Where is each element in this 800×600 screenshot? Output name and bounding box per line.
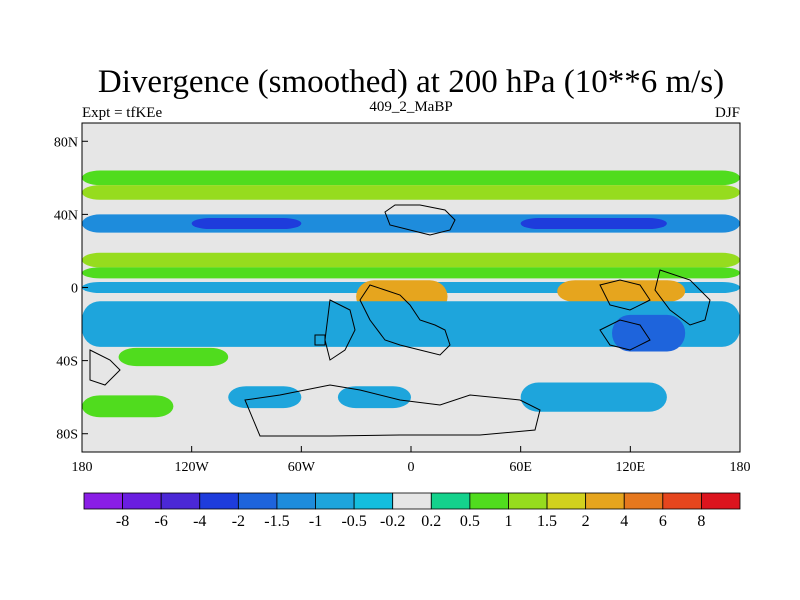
- colorbar-label: -4: [193, 513, 206, 530]
- field-region-17: [82, 395, 174, 418]
- colorbar-label: -1.5: [264, 513, 289, 530]
- colorbar-swatch: [430, 492, 471, 510]
- colorbar-swatch: [315, 492, 355, 510]
- colorbar-swatch: [276, 492, 316, 510]
- field-region-12: [612, 314, 686, 352]
- colorbar-swatch: [469, 492, 509, 510]
- colorbar-swatch: [662, 492, 702, 510]
- y-tick-label: 80N: [54, 135, 78, 150]
- field-region-4: [520, 218, 667, 230]
- x-tick-label: 60W: [288, 460, 316, 475]
- colorbar-label: -2: [232, 513, 245, 530]
- colorbar-swatch: [546, 492, 587, 510]
- colorbar-label: 4: [620, 513, 628, 530]
- plot-area: [82, 123, 740, 452]
- colorbar-label: -8: [116, 513, 129, 530]
- colorbar-swatch: [392, 492, 432, 510]
- chart-title: Divergence (smoothed) at 200 hPa (10**6 …: [98, 64, 724, 100]
- colorbar-label: 1: [504, 513, 512, 530]
- y-axis: 80N 40N 0 40S 80S: [54, 135, 88, 443]
- field-region-9: [557, 280, 686, 303]
- colorbar-label: 2: [582, 513, 590, 530]
- y-tick-label: 40N: [54, 208, 78, 223]
- colorbar-swatch: [353, 492, 394, 510]
- y-tick-label: 80S: [56, 428, 78, 443]
- field-region-15: [337, 386, 411, 409]
- field-region-6: [82, 267, 740, 279]
- colorbar-swatch: [701, 492, 741, 510]
- colorbar-swatch: [508, 492, 548, 510]
- coastline-outline: [89, 204, 711, 437]
- colorbar-swatch: [199, 492, 239, 510]
- colorbar-swatch: [122, 492, 162, 510]
- colorbar-label: -1: [309, 513, 322, 530]
- colorbar-swatch: [623, 492, 664, 510]
- colorbar-label: -6: [155, 513, 168, 530]
- field-region-5: [82, 252, 740, 268]
- field-region-11: [82, 301, 740, 347]
- colorbar-label: 8: [697, 513, 705, 530]
- field-region-16: [520, 382, 667, 412]
- field-region-0: [82, 170, 740, 186]
- x-tick-label: 180: [730, 460, 751, 475]
- field-region-13: [118, 347, 229, 367]
- colorbar-swatch: [83, 492, 123, 510]
- x-axis: 180 120W 60W 0 60E 120E 180: [72, 446, 751, 475]
- divergence-field: [82, 170, 740, 418]
- colorbar-label: 6: [659, 513, 667, 530]
- colorbar-swatch: [237, 492, 278, 510]
- colorbar-swatch: [585, 492, 625, 510]
- x-tick-label: 120E: [616, 460, 646, 475]
- field-region-1: [82, 185, 740, 200]
- y-tick-label: 40S: [56, 355, 78, 370]
- field-region-3: [191, 218, 302, 230]
- x-tick-label: 60E: [509, 460, 532, 475]
- x-tick-label: 120W: [175, 460, 210, 475]
- x-tick-label: 180: [72, 460, 93, 475]
- colorbar-label: -0.2: [380, 513, 405, 530]
- center-string: 409_2_MaBP: [369, 99, 452, 115]
- colorbar-label: 0.2: [421, 513, 441, 530]
- colorbar-swatch: [160, 492, 201, 510]
- colorbar-label: 0.5: [460, 513, 480, 530]
- left-string: Expt = tfKEe: [82, 105, 162, 121]
- colorbar: -8 -6 -4 -2 -1.5 -1 -0.5 -0.2 0.2 0.5 1 1.5 2 4 6 8: [83, 492, 741, 530]
- colorbar-label: -0.5: [341, 513, 366, 530]
- colorbar-label: 1.5: [537, 513, 557, 530]
- x-tick-label: 0: [408, 460, 415, 475]
- right-string: DJF: [715, 105, 740, 121]
- y-tick-label: 0: [71, 282, 78, 297]
